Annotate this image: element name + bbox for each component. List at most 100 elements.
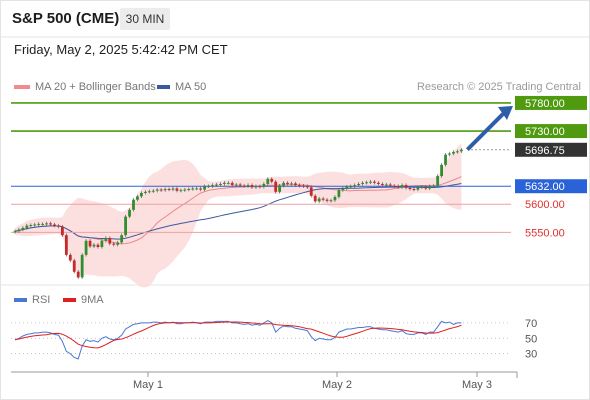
interval-button[interactable]: 30 MIN [120,8,170,30]
candle-58 [242,185,246,187]
candle-106 [432,185,436,187]
candle-107 [436,176,440,186]
candle-85 [349,186,353,188]
candle-16 [76,271,80,278]
candle-6 [37,223,41,225]
candle-3 [25,225,29,228]
level-label-0: 5780.00 [525,98,565,110]
candle-88 [361,182,364,184]
legend-ma50: MA 50 [157,81,206,93]
candle-49 [207,186,210,188]
forecast-arrow-head [498,105,513,120]
candle-57 [238,184,242,186]
candle-41 [175,188,179,191]
candle-9 [49,223,52,225]
candle-46 [195,188,199,190]
candle-56 [234,184,238,186]
ma50-label: MA 50 [175,81,207,93]
legend-9ma: 9MA [63,294,104,306]
candle-66 [274,181,278,192]
x-tick-label-2: May 3 [462,379,492,391]
candle-100 [408,187,412,190]
credit-text: Research © 2025 Trading Central [416,81,581,93]
candle-38 [163,189,167,191]
candle-51 [215,184,218,186]
candle-63 [262,183,266,187]
candle-94 [384,184,388,186]
bollinger-swatch [14,85,30,90]
candle-28 [124,216,127,236]
candle-26 [116,242,120,245]
candle-87 [357,183,361,186]
candle-35 [151,190,155,192]
candle-105 [428,186,432,189]
candle-23 [104,237,108,241]
level-label-3: 5632.00 [525,181,565,193]
candle-11 [57,225,60,227]
candle-50 [211,185,214,187]
candle-29 [128,209,131,217]
candle-52 [219,183,222,185]
legend-rsi: RSI [14,294,50,306]
candle-47 [199,188,203,190]
candle-48 [203,186,206,190]
candle-78 [321,198,325,200]
candle-68 [282,182,285,186]
level-label-4: 5600.00 [525,199,565,211]
candle-73 [301,185,305,187]
candle-54 [226,182,230,184]
candle-39 [167,189,171,191]
candle-21 [96,244,100,247]
forecast-arrow-shaft [465,111,506,152]
candle-1 [17,229,21,232]
candle-65 [270,178,274,182]
candle-59 [246,185,250,187]
candle-81 [333,196,337,201]
candle-61 [254,186,258,188]
candle-64 [266,178,270,184]
candle-71 [294,183,297,186]
level-tag-0 [515,95,587,110]
candle-7 [41,223,45,225]
candle-14 [68,254,72,261]
rsi-level-label-1: 50 [525,333,537,345]
candle-33 [143,191,147,193]
candle-76 [313,195,317,202]
candle-108 [440,164,443,177]
ma9-swatch [63,298,76,303]
candle-99 [404,185,408,188]
candle-30 [132,199,135,210]
candle-75 [309,187,313,196]
candle-101 [412,189,416,191]
x-tick-label-0: May 1 [133,379,163,391]
candle-98 [400,185,404,188]
rsi-label: RSI [32,294,51,306]
level-label-5: 5550.00 [525,227,565,239]
candle-19 [88,240,92,247]
candle-89 [365,182,368,184]
timestamp: Friday, May 2, 2025 5:42:42 PM CET [14,42,228,57]
candle-10 [53,224,56,226]
candle-2 [21,227,25,230]
candle-112 [456,151,459,153]
candle-45 [191,188,195,190]
candle-82 [337,190,341,197]
candle-53 [222,182,226,184]
candle-60 [250,185,254,188]
candle-110 [448,153,451,155]
bollinger-band [15,143,462,288]
candle-40 [171,188,175,190]
level-label-1: 5730.00 [525,126,565,138]
candle-15 [72,260,76,272]
candle-113 [459,149,463,152]
candle-69 [286,182,289,184]
legend-bollinger: MA 20 + Bollinger Bands [14,81,156,93]
candle-95 [388,184,392,186]
candle-22 [100,240,104,247]
candle-25 [112,243,116,245]
candle-83 [341,188,345,191]
candle-24 [108,237,112,244]
candle-70 [290,183,293,185]
